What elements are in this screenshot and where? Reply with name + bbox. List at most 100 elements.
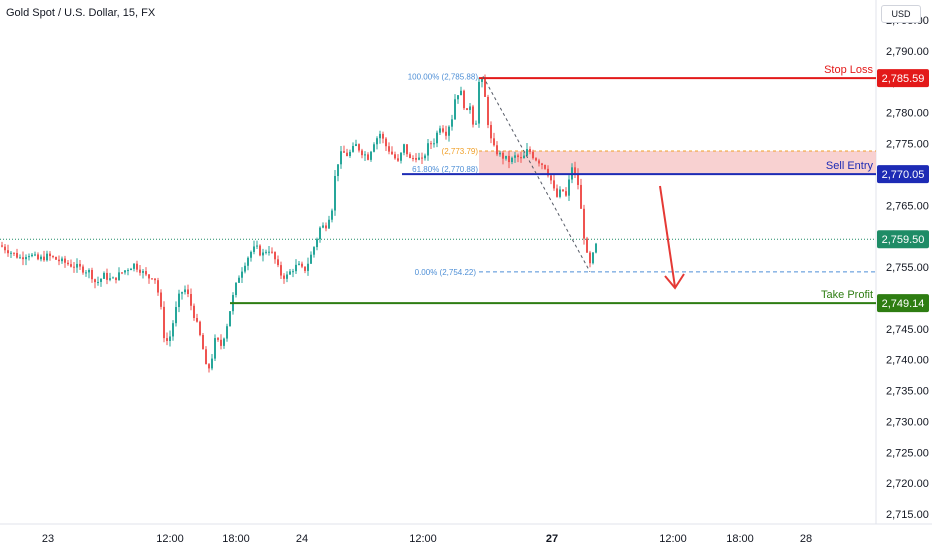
take-profit-badge-value: 2,749.14 <box>882 298 925 310</box>
candle-body <box>118 272 120 281</box>
candle-body <box>304 266 306 271</box>
candle-body <box>85 272 87 274</box>
time-axis: 23 12:00 18:00 24 12:00 27 12:00 18:00 28 <box>42 533 812 545</box>
candle-body <box>295 264 297 272</box>
candle-body <box>67 262 69 265</box>
fib-trend-line <box>482 76 591 273</box>
candle-body <box>229 311 231 327</box>
candle-body <box>70 264 72 267</box>
fibonacci-retracement: 100.00% (2,785.88) (2,773.79) 61.80% (2,77… <box>408 72 876 277</box>
candle-body <box>469 106 471 111</box>
candle-body <box>154 278 156 281</box>
candle-body <box>427 143 429 156</box>
y-tick-label: 2,780.00 <box>886 108 929 120</box>
candle-body <box>406 144 408 155</box>
candle-body <box>436 132 438 144</box>
y-tick-label: 2,775.00 <box>886 139 929 151</box>
candle-body <box>106 272 108 280</box>
stop-loss-label: Stop Loss <box>824 64 873 76</box>
fib-level-label: 61.80% (2,770.88) <box>412 165 478 174</box>
candle-body <box>565 191 567 196</box>
candle-body <box>262 252 264 256</box>
take-profit-label: Take Profit <box>821 289 873 301</box>
candle-body <box>385 138 387 147</box>
candle-body <box>472 106 474 125</box>
candle-body <box>580 184 582 209</box>
candle-body <box>82 266 84 273</box>
candle-body <box>310 254 312 264</box>
candle-body <box>175 307 177 324</box>
candle-body <box>49 253 51 257</box>
candle-body <box>169 336 171 341</box>
candle-body <box>361 150 363 156</box>
stop-loss-badge-bg <box>877 69 929 88</box>
take-profit-price-badge: 2,749.14 <box>877 294 929 313</box>
candle-body <box>46 253 48 261</box>
candle-body <box>487 96 489 126</box>
candle-body <box>61 258 63 262</box>
candle-body <box>313 247 315 255</box>
candle-body <box>112 277 114 279</box>
candle-body <box>592 252 594 264</box>
candle-body <box>346 152 348 157</box>
candle-body <box>496 145 498 155</box>
candle-body <box>247 257 249 266</box>
candle-body <box>544 164 546 169</box>
x-tick-label: 12:00 <box>409 533 437 545</box>
candle-body <box>4 246 6 251</box>
current-badge-bg <box>877 230 929 249</box>
candle-body <box>142 271 144 273</box>
candle-body <box>559 189 561 197</box>
y-tick-label: 2,745.00 <box>886 324 929 336</box>
currency-selector[interactable]: USD <box>881 5 921 23</box>
candle-body <box>58 259 60 262</box>
candle-body <box>412 158 414 160</box>
candle-body <box>223 338 225 346</box>
candle-body <box>541 163 543 165</box>
candle-body <box>517 155 519 158</box>
x-tick-label: 23 <box>42 533 54 545</box>
candle-body <box>367 154 369 160</box>
candle-body <box>10 252 12 254</box>
symbol-title[interactable]: Gold Spot / U.S. Dollar, 15, FX <box>6 7 156 19</box>
candle-body <box>547 168 549 176</box>
candle-body <box>520 157 522 159</box>
candle-body <box>76 263 78 268</box>
candle-body <box>493 138 495 146</box>
candle-body <box>37 254 39 260</box>
candle-body <box>451 119 453 127</box>
candle-body <box>400 152 402 161</box>
candle-body <box>214 338 216 359</box>
y-tick-label: 2,715.00 <box>886 509 929 521</box>
candle-body <box>418 157 420 160</box>
candle-body <box>172 323 174 337</box>
candle-body <box>577 173 579 185</box>
candle-body <box>25 257 27 260</box>
candle-body <box>157 280 159 293</box>
candle-body <box>241 271 243 278</box>
candle-body <box>523 155 525 159</box>
candle-body <box>100 278 102 282</box>
candle-body <box>382 133 384 139</box>
candle-body <box>139 269 141 273</box>
candle-body <box>136 263 138 270</box>
candle-body <box>16 252 18 258</box>
candle-body <box>238 277 240 283</box>
candle-body <box>463 90 465 109</box>
candle-body <box>268 251 270 253</box>
candle-body <box>253 246 255 252</box>
candle-body <box>208 364 210 369</box>
candle-body <box>94 279 96 283</box>
candle-body <box>271 251 273 253</box>
candle-body <box>475 123 477 125</box>
candle-body <box>430 143 432 145</box>
candle-body <box>442 128 444 132</box>
candle-body <box>277 259 279 266</box>
candle-body <box>358 144 360 151</box>
candle-body <box>163 306 165 339</box>
candle-body <box>211 358 213 369</box>
stop-loss-price-badge: 2,785.59 <box>877 69 929 88</box>
candle-body <box>364 154 366 156</box>
candle-body <box>190 294 192 306</box>
